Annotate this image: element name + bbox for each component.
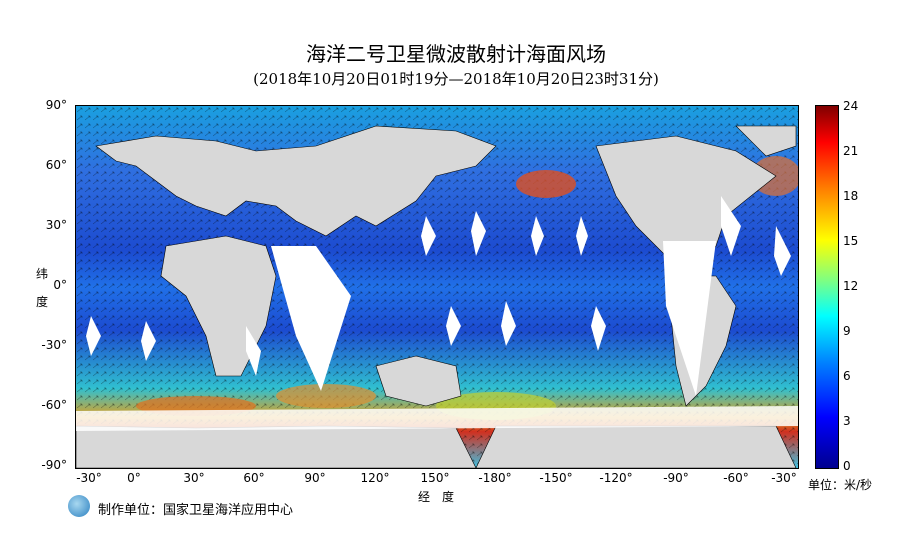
colorbar-label: 9 [843, 324, 851, 338]
y-tick-label: -30° [41, 338, 67, 352]
colorbar-label: 6 [843, 369, 851, 383]
organization-label: 制作单位：国家卫星海洋应用中心 [98, 503, 294, 518]
eurasia-land [95, 125, 497, 237]
antarctica-land [475, 425, 797, 468]
australia-land [375, 355, 462, 407]
map-title: 海洋二号卫星微波散射计海面风场 [306, 42, 606, 66]
x-tick-label: 120° [360, 471, 390, 485]
colorbar-label: 15 [843, 234, 859, 248]
y-axis-title-part: 纬 [36, 267, 49, 281]
y-tick-label: 30° [45, 218, 67, 232]
y-tick-label: 0° [53, 278, 67, 292]
colorbar-label: 12 [843, 279, 859, 293]
swath-gaps [76, 196, 798, 431]
x-tick-label: -150° [539, 471, 573, 485]
wind-field-map [75, 105, 799, 469]
y-axis-title-part: 度 [36, 295, 49, 309]
x-tick-label: 60° [243, 471, 265, 485]
colorbar-label: 21 [843, 144, 859, 158]
map-canvas [76, 106, 798, 468]
y-tick-label: -90° [41, 458, 67, 472]
colorbar-label: 3 [843, 414, 851, 428]
x-tick-label: -30° [771, 471, 797, 485]
colorbar-unit: 单位：米/秒 [808, 478, 873, 492]
x-tick-label: -30° [76, 471, 102, 485]
y-tick-label: -60° [41, 398, 67, 412]
x-tick-label: 150° [420, 471, 450, 485]
x-tick-label: -180° [478, 471, 512, 485]
organization-logo-icon [68, 495, 90, 517]
x-tick-label: 0° [127, 471, 141, 485]
colorbar-label: 24 [843, 99, 859, 113]
colorbar-label: 0 [843, 459, 851, 473]
y-tick-label: 60° [45, 158, 67, 172]
x-axis-title: 经 度 [418, 490, 455, 504]
land-layer [76, 125, 797, 468]
x-tick-label: -120° [599, 471, 633, 485]
wind-speed-colorbar [815, 105, 839, 469]
colorbar-label: 18 [843, 189, 859, 203]
map-subtitle: (2018年10月20日01时19分—2018年10月20日23时31分) [253, 70, 659, 88]
north-america-land [595, 135, 777, 272]
x-tick-label: 30° [183, 471, 205, 485]
x-tick-label: -90° [663, 471, 689, 485]
x-tick-label: 90° [304, 471, 326, 485]
x-tick-label: -60° [723, 471, 749, 485]
y-tick-label: 90° [45, 98, 67, 112]
greenland-land [735, 125, 797, 157]
